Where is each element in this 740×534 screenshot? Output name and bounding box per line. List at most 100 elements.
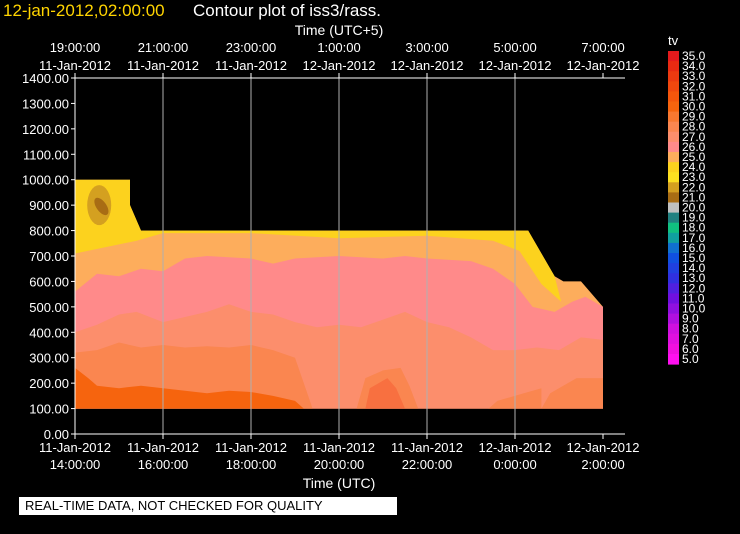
x-tick-label-top-time: 1:00:00 xyxy=(317,40,360,55)
legend-label: 27.0 xyxy=(682,130,706,144)
x-tick-label-bottom-time: 22:00:00 xyxy=(402,457,453,472)
y-tick-label: 900.00 xyxy=(29,198,69,213)
legend-label: 28.0 xyxy=(682,120,706,134)
x-tick-label-bottom-date: 11-Jan-2012 xyxy=(127,440,199,455)
plot-date-title: 12-jan-2012,02:00:00 xyxy=(3,1,165,20)
x-tick-label-bottom-time: 2:00:00 xyxy=(581,457,624,472)
x-tick-label-bottom-time: 0:00:00 xyxy=(493,457,536,472)
legend-swatch xyxy=(668,333,679,345)
y-tick-label: 800.00 xyxy=(29,224,69,239)
legend-label: 23.0 xyxy=(682,170,706,184)
x-tick-label-top-time: 3:00:00 xyxy=(405,40,448,55)
legend-swatch xyxy=(668,61,679,72)
legend-swatch xyxy=(668,303,679,315)
legend-label: 22.0 xyxy=(682,180,706,194)
legend-label: 20.0 xyxy=(682,201,706,215)
legend-swatch xyxy=(668,81,679,92)
legend-label: 14.0 xyxy=(682,261,706,275)
legend-label: 33.0 xyxy=(682,69,706,83)
x-tick-label-top-time: 23:00:00 xyxy=(226,40,277,55)
y-tick-label: 100.00 xyxy=(29,402,69,417)
y-tick-label: 200.00 xyxy=(29,376,69,391)
legend-swatch xyxy=(668,242,679,254)
legend-label: 16.0 xyxy=(682,241,706,255)
legend-swatch xyxy=(668,212,679,224)
legend-swatch xyxy=(668,192,679,203)
legend-swatch xyxy=(668,172,679,183)
x-tick-label-bottom-time: 14:00:00 xyxy=(50,457,101,472)
legend-label: 13.0 xyxy=(682,271,706,285)
legend-label: 11.0 xyxy=(682,291,705,305)
contour-band-29 xyxy=(365,378,405,409)
legend-swatch xyxy=(668,182,679,193)
legend-label: 32.0 xyxy=(682,79,706,93)
legend-swatch xyxy=(668,141,679,153)
legend-swatch xyxy=(668,232,679,244)
legend-swatch xyxy=(668,343,679,355)
legend-label: 18.0 xyxy=(682,221,706,235)
legend-swatch xyxy=(668,222,679,234)
legend-label: 5.0 xyxy=(682,352,699,366)
x-tick-label-bottom-date: 12-Jan-2012 xyxy=(567,440,640,455)
x-tick-label-bottom-date: 11-Jan-2012 xyxy=(215,440,287,455)
legend-label: 15.0 xyxy=(682,251,706,265)
x-tick-label-bottom-time: 16:00:00 xyxy=(138,457,189,472)
legend-label: 6.0 xyxy=(682,342,699,356)
legend-swatch xyxy=(668,283,679,294)
legend-swatch xyxy=(668,162,679,173)
legend-swatch xyxy=(668,354,679,365)
contour-spot-21 xyxy=(94,197,109,216)
legend-swatch xyxy=(668,323,679,335)
y-tick-label: 300.00 xyxy=(29,351,69,366)
y-tick-label: 600.00 xyxy=(29,274,69,289)
quality-note: REAL-TIME DATA, NOT CHECKED FOR QUALITY xyxy=(19,497,397,515)
legend-swatch xyxy=(668,263,679,274)
legend-label: 35.0 xyxy=(682,49,706,63)
y-tick-label: 1100.00 xyxy=(23,147,69,162)
legend-label: 26.0 xyxy=(682,140,706,154)
x-tick-label-top-date: 11-Jan-2012 xyxy=(215,58,287,73)
y-tick-label: 1300.00 xyxy=(22,96,69,111)
y-tick-label: 1400.00 xyxy=(22,71,69,86)
legend-swatch xyxy=(668,91,679,102)
y-tick-label: 1200.00 xyxy=(22,122,69,137)
y-tick-label: 1000.00 xyxy=(22,173,69,188)
legend-label: 8.0 xyxy=(682,322,699,336)
y-tick-label: 0.00 xyxy=(44,427,69,442)
x-axis-label-bottom: Time (UTC) xyxy=(303,475,376,491)
legend-label: 29.0 xyxy=(682,110,706,124)
legend-label: 31.0 xyxy=(682,89,706,103)
legend-label: 24.0 xyxy=(682,160,706,174)
legend: tv35.034.033.032.031.030.029.028.027.026… xyxy=(668,33,706,366)
legend-label: 30.0 xyxy=(682,100,706,114)
legend-label: 12.0 xyxy=(682,281,706,295)
legend-title: tv xyxy=(668,33,679,48)
legend-swatch xyxy=(668,131,679,143)
contour-band-30 xyxy=(75,367,304,409)
legend-label: 25.0 xyxy=(682,150,706,164)
x-tick-label-top-date: 12-Jan-2012 xyxy=(303,58,376,73)
legend-label: 17.0 xyxy=(682,231,706,245)
legend-label: 7.0 xyxy=(682,332,699,346)
legend-label: 21.0 xyxy=(682,190,706,204)
x-tick-label-bottom-date: 12-Jan-2012 xyxy=(479,440,552,455)
x-tick-label-top-date: 11-Jan-2012 xyxy=(39,58,111,73)
x-tick-label-top-time: 21:00:00 xyxy=(138,40,189,55)
legend-swatch xyxy=(668,111,679,123)
x-tick-label-bottom-date: 11-Jan-2012 xyxy=(39,440,111,455)
legend-label: 19.0 xyxy=(682,211,706,225)
legend-swatch xyxy=(668,253,679,264)
y-tick-label: 700.00 xyxy=(29,249,69,264)
y-tick-label: 500.00 xyxy=(29,300,69,315)
x-tick-label-top-time: 7:00:00 xyxy=(581,40,624,55)
legend-label: 34.0 xyxy=(682,59,706,73)
legend-swatch xyxy=(668,152,679,163)
x-tick-label-top-time: 19:00:00 xyxy=(50,40,101,55)
x-tick-label-top-date: 12-Jan-2012 xyxy=(567,58,640,73)
grid-lines xyxy=(162,78,516,434)
legend-swatch xyxy=(668,293,679,304)
x-tick-label-bottom-time: 20:00:00 xyxy=(314,457,365,472)
legend-label: 9.0 xyxy=(682,312,699,326)
x-tick-label-bottom-date: 11-Jan-2012 xyxy=(303,440,375,455)
